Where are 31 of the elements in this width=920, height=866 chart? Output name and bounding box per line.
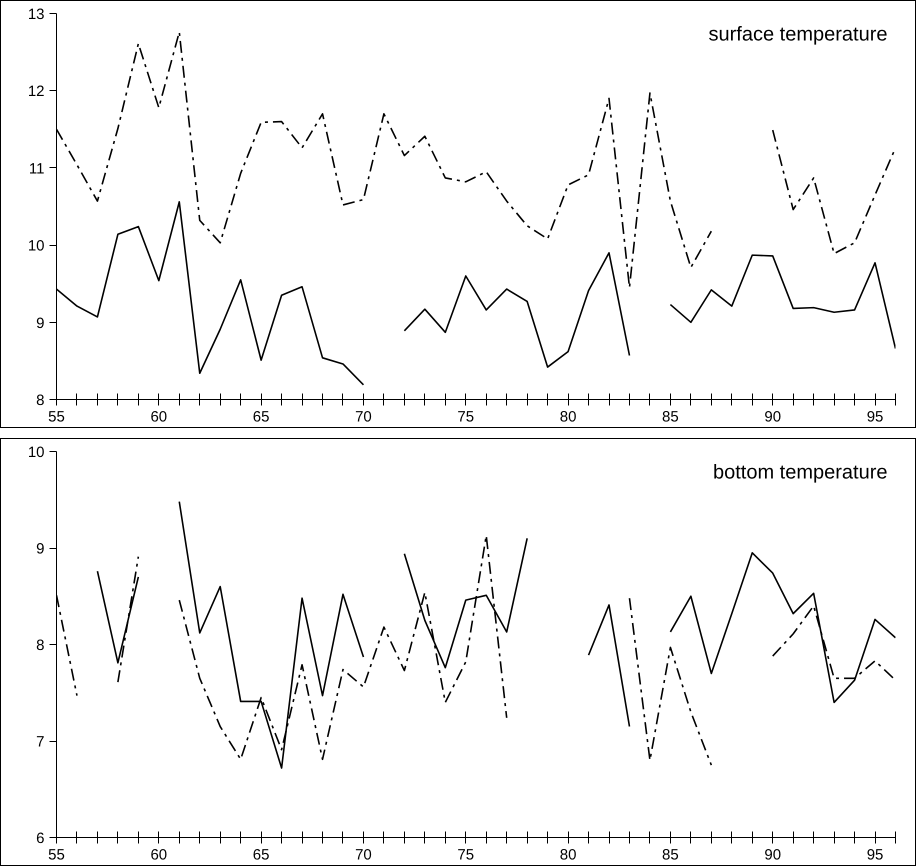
x-tick-label: 90 [764, 846, 782, 864]
x-tick-label: 65 [252, 408, 270, 426]
x-tick-label: 55 [48, 846, 65, 864]
y-tick-label: 8 [36, 392, 44, 409]
y-tick-label: 8 [36, 637, 44, 654]
x-tick-label: 60 [150, 846, 168, 864]
y-tick-label: 10 [28, 238, 45, 255]
x-tick-label: 95 [866, 846, 884, 864]
y-tick-label: 9 [36, 540, 44, 558]
x-tick-label: 70 [355, 846, 372, 864]
x-tick-label: 90 [764, 408, 782, 426]
y-tick-label: 6 [36, 830, 44, 847]
x-tick-label: 80 [560, 408, 576, 426]
y-tick-label: 12 [28, 83, 45, 100]
y-tick-label: 11 [28, 160, 45, 178]
y-tick-label: 13 [28, 6, 45, 23]
text: surface temperature [708, 24, 888, 46]
x-tick-label: 55 [48, 408, 65, 426]
x-tick-label: 75 [457, 846, 474, 864]
x-tick-label: 65 [252, 846, 270, 864]
x-tick-label: 85 [662, 408, 679, 426]
y-tick-label: 9 [36, 314, 44, 332]
y-tick-label: 10 [28, 444, 45, 461]
x-tick-label: 60 [150, 408, 168, 426]
x-tick-label: 85 [662, 846, 679, 864]
y-tick-label: 7 [36, 734, 44, 750]
text: bottom temperature [712, 462, 888, 484]
x-tick-label: 80 [560, 846, 576, 864]
x-tick-label: 95 [866, 408, 884, 426]
x-tick-label: 70 [355, 408, 372, 426]
x-tick-label: 75 [457, 408, 474, 426]
